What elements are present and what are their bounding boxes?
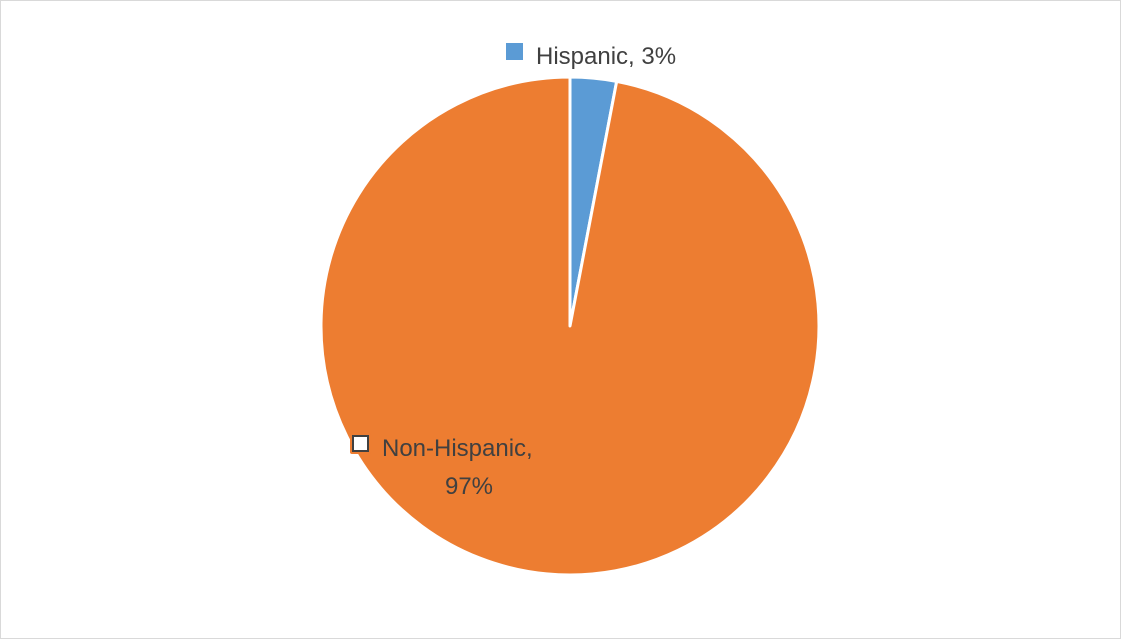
label-key-hispanic — [506, 43, 523, 60]
pie-data-labels: Hispanic, 3% Non-Hispanic, 97% — [350, 43, 676, 500]
data-label-non-hispanic-line-1: Non-Hispanic, — [382, 435, 533, 462]
data-label-non-hispanic-line-2: 97% — [445, 473, 493, 500]
pie-slices — [319, 75, 821, 577]
data-label-hispanic: Hispanic, 3% — [536, 43, 676, 70]
label-key-non-hispanic-inner — [352, 435, 369, 452]
pie-slice-non-hispanic — [319, 75, 821, 577]
